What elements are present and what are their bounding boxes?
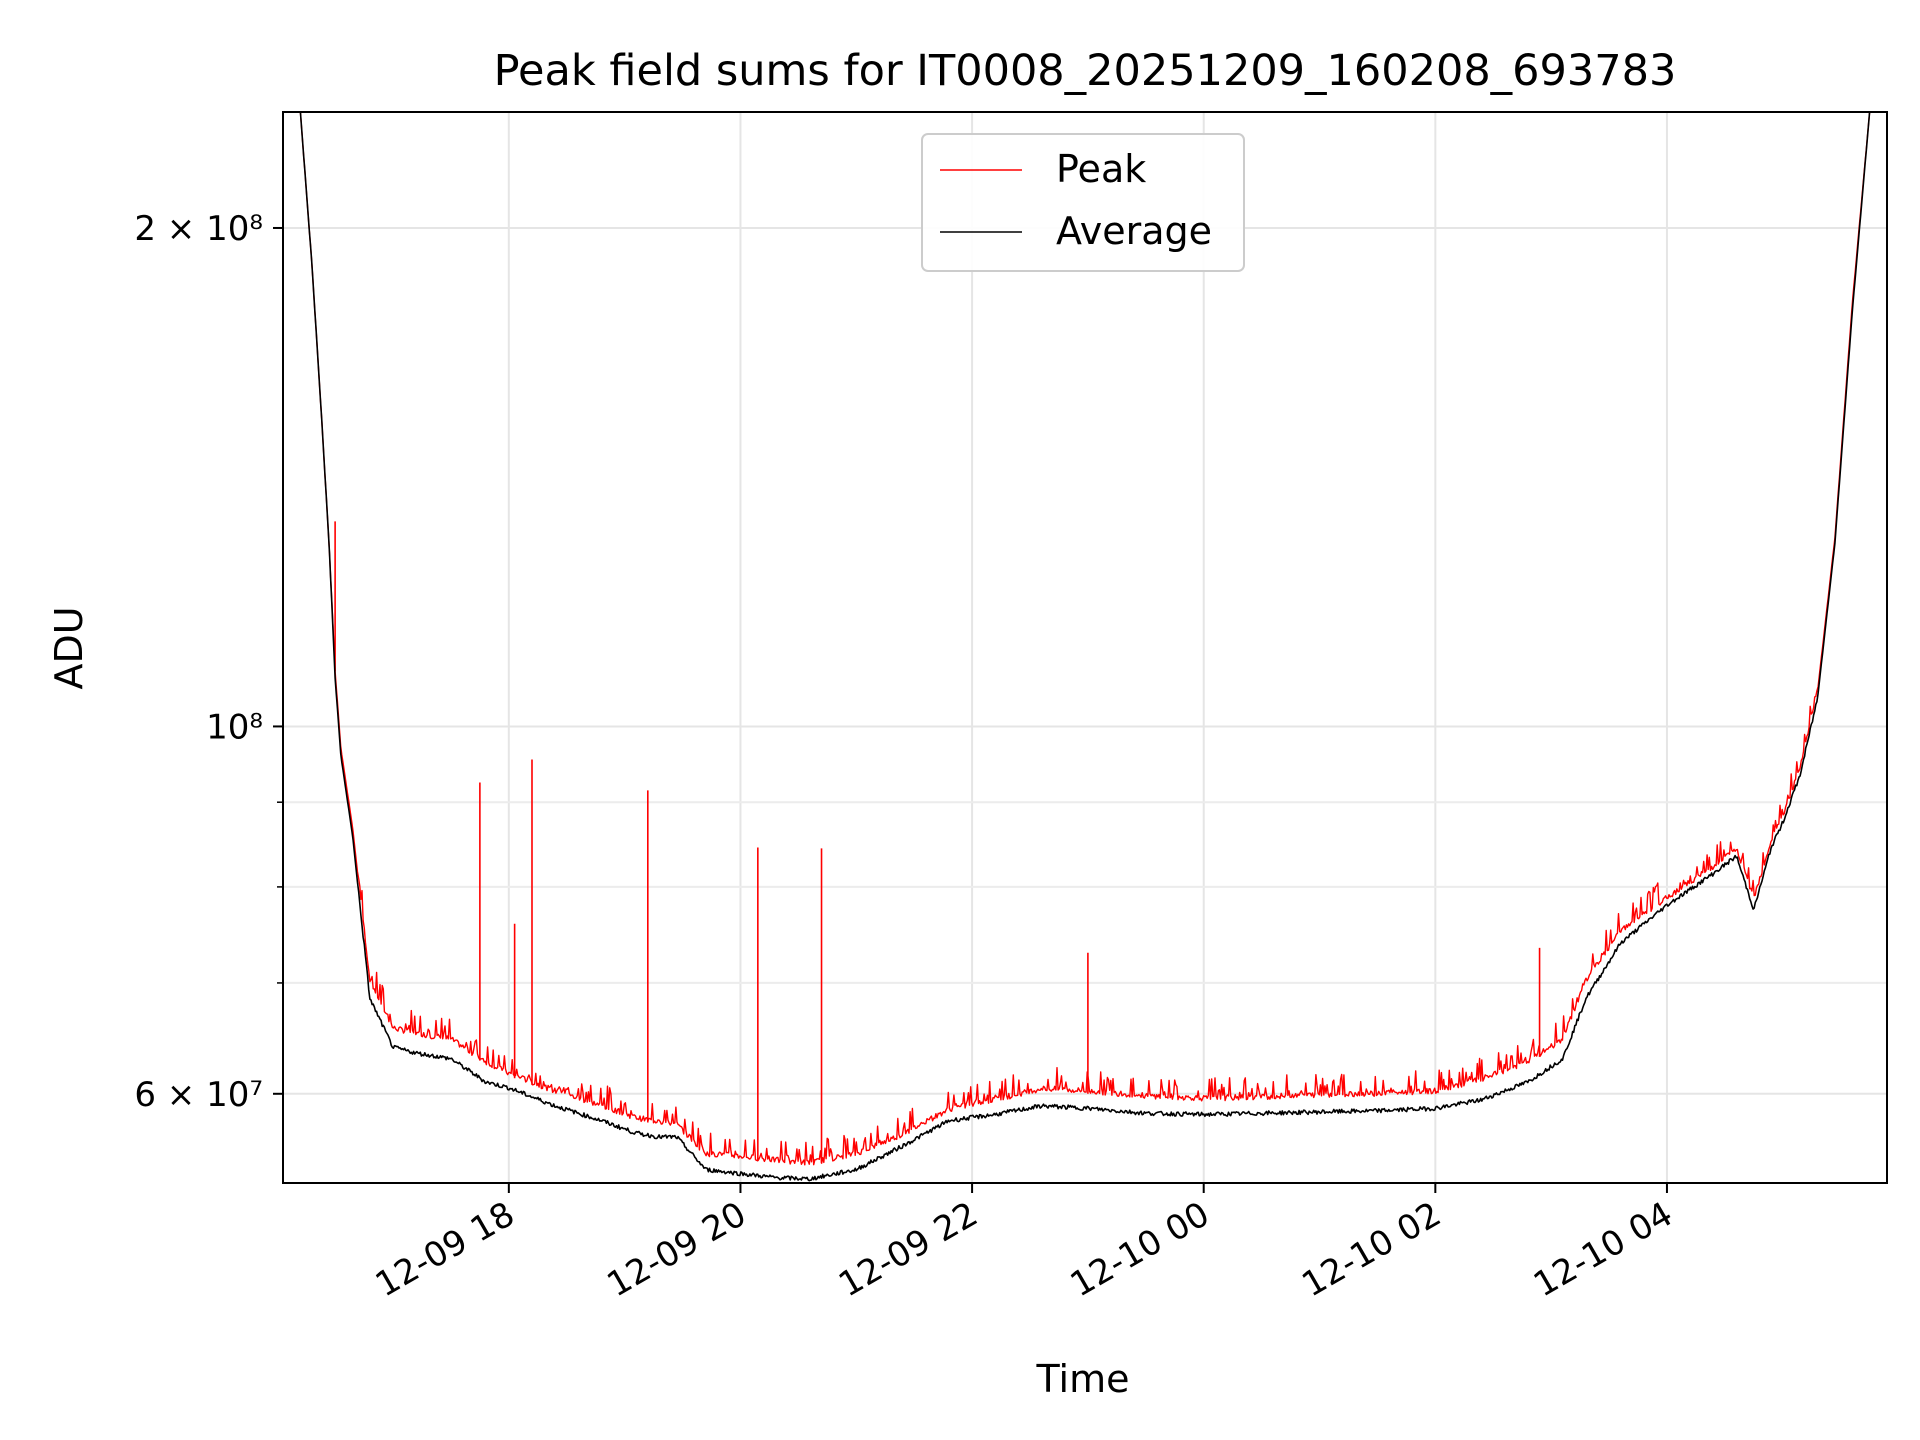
y-tick-label: 10⁸ [206, 707, 263, 747]
plot-frame [282, 111, 1888, 1184]
chart-title: Peak field sums for IT0008_20251209_1602… [494, 46, 1677, 96]
series-line-peak [299, 112, 1871, 1166]
legend-box [921, 133, 1245, 272]
series-line-average [299, 112, 1871, 1182]
y-tick-label: 2 × 10⁸ [134, 209, 263, 249]
grid-lines [283, 112, 1887, 1183]
data-layer [299, 112, 1871, 1182]
legend: Peak Average [921, 133, 1245, 272]
y-axis-label: ADU [47, 606, 91, 689]
x-axis-label: Time [1036, 1357, 1130, 1401]
legend-peak-label: Peak [1056, 147, 1146, 191]
legend-average-label: Average [1056, 209, 1212, 253]
y-tick-label: 6 × 10⁷ [134, 1075, 263, 1115]
